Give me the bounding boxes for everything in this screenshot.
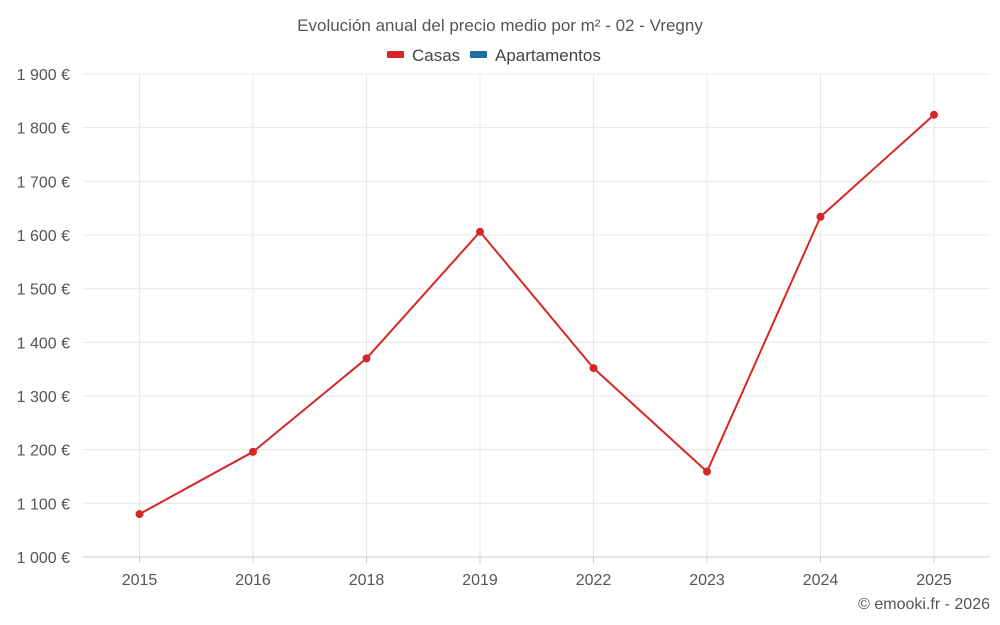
- x-tick-label: 2018: [349, 572, 385, 589]
- x-tick-label: 2024: [803, 572, 839, 589]
- series-points[interactable]: [135, 110, 939, 519]
- y-tick-label: 1 700 €: [17, 174, 70, 191]
- x-tick-label: 2025: [916, 572, 952, 589]
- y-tick-label: 1 900 €: [17, 67, 70, 84]
- y-tick-label: 1 200 €: [17, 443, 70, 460]
- y-tick-label: 1 800 €: [17, 121, 70, 138]
- x-tick-label: 2023: [689, 572, 725, 589]
- series-line-casas: [139, 114, 935, 515]
- data-point-casas-2023[interactable]: [703, 467, 711, 476]
- y-tick-label: 1 500 €: [17, 282, 70, 299]
- vertical-gridlines: [139, 74, 935, 563]
- legend[interactable]: Casas Apartamentos: [387, 46, 601, 65]
- legend-label-casas[interactable]: Casas: [412, 46, 460, 65]
- x-tick-label: 2019: [462, 572, 498, 589]
- x-tick-label: 2015: [122, 572, 158, 589]
- y-tick-label: 1 400 €: [17, 335, 70, 352]
- chart-title: Evolución anual del precio medio por m² …: [297, 16, 703, 35]
- legend-swatch-apartamentos[interactable]: [470, 51, 487, 58]
- legend-label-apartamentos[interactable]: Apartamentos: [495, 46, 601, 65]
- y-tick-label: 1 000 €: [17, 550, 70, 567]
- y-tick-label: 1 300 €: [17, 389, 70, 406]
- data-point-casas-2025[interactable]: [930, 110, 938, 119]
- x-tick-label: 2016: [235, 572, 271, 589]
- x-axis-tick-labels: 2015 2016 2018 2019 2022 2023 2024 2025: [122, 572, 952, 589]
- data-point-casas-2024[interactable]: [816, 212, 825, 221]
- y-axis-tick-labels: 1 000 € 1 100 € 1 200 € 1 300 € 1 400 € 1 500…: [17, 67, 70, 567]
- data-point-casas-2016[interactable]: [249, 447, 257, 456]
- y-tick-label: 1 600 €: [17, 228, 70, 245]
- horizontal-gridlines: [83, 73, 990, 504]
- series-lines: [139, 114, 935, 515]
- data-point-casas-2019[interactable]: [476, 227, 484, 236]
- data-point-casas-2015[interactable]: [135, 510, 144, 519]
- legend-swatch-casas[interactable]: [387, 51, 404, 58]
- x-tick-label: 2022: [576, 572, 612, 589]
- data-point-casas-2022[interactable]: [589, 364, 598, 373]
- data-point-casas-2018[interactable]: [362, 354, 371, 363]
- y-tick-label: 1 100 €: [17, 496, 70, 513]
- credit-text: © emooki.fr - 2026: [858, 596, 990, 613]
